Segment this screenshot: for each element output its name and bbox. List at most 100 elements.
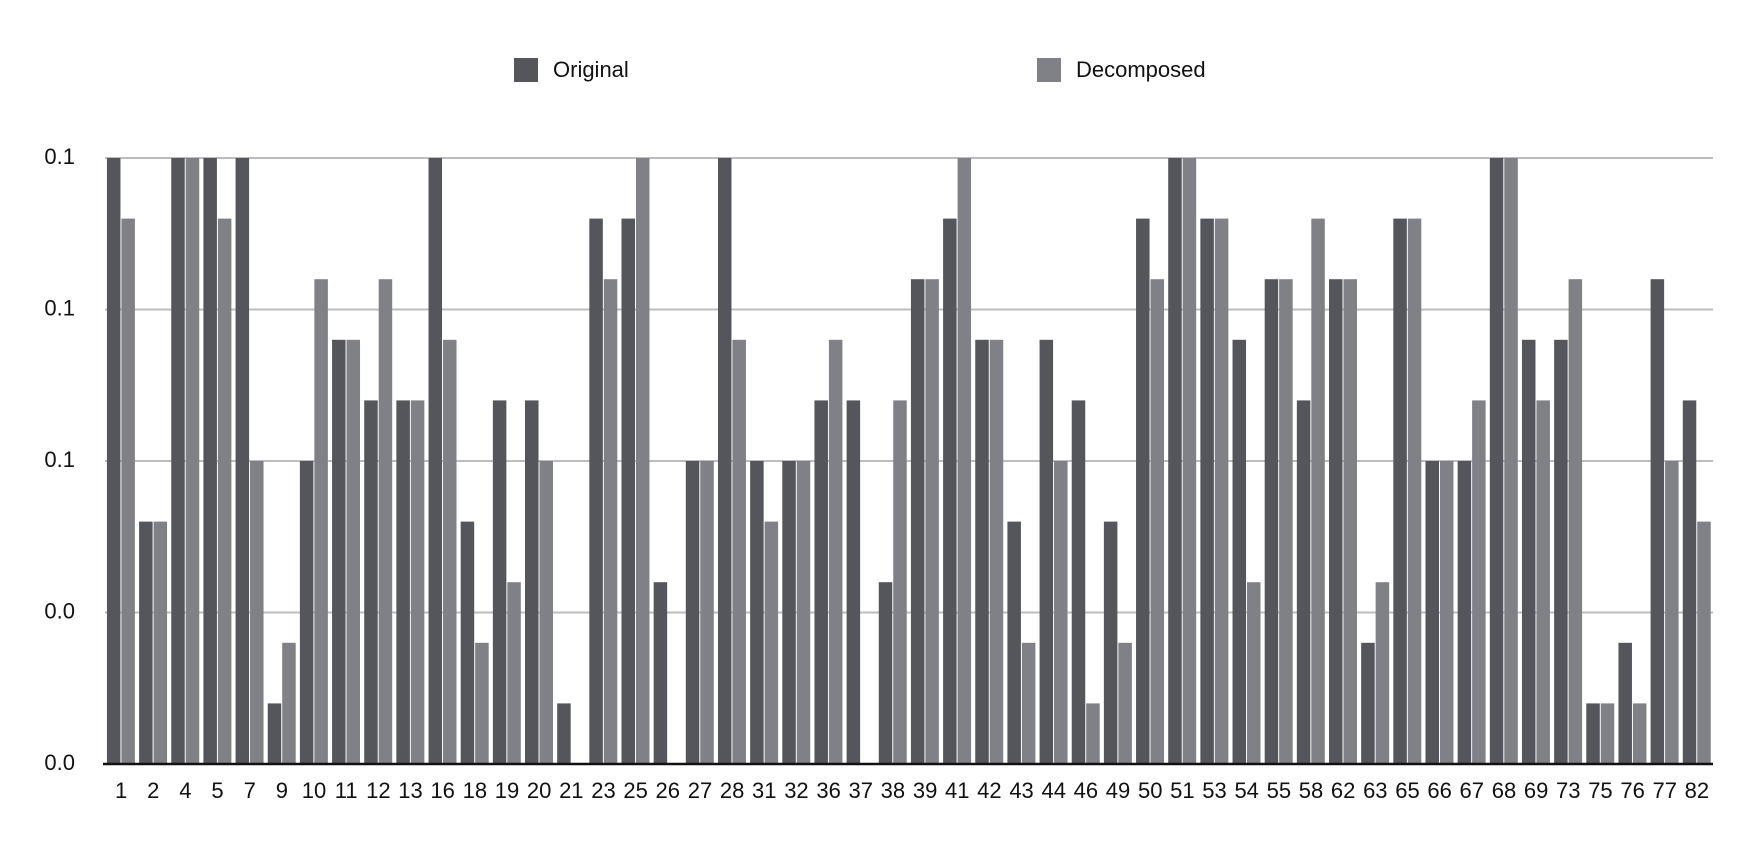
x-tick-label: 28 bbox=[720, 778, 744, 803]
bar bbox=[1232, 339, 1247, 764]
bar bbox=[235, 158, 250, 764]
x-tick-label: 63 bbox=[1363, 778, 1387, 803]
bar bbox=[314, 279, 328, 764]
x-tick-label: 41 bbox=[945, 778, 969, 803]
x-tick-label: 25 bbox=[623, 778, 647, 803]
bar bbox=[492, 400, 507, 764]
bar bbox=[750, 461, 764, 764]
bar bbox=[1007, 521, 1021, 764]
bar bbox=[1568, 279, 1583, 764]
x-tick-label: 20 bbox=[527, 778, 551, 803]
x-tick-label: 18 bbox=[463, 778, 487, 803]
bar bbox=[1136, 218, 1150, 765]
bar bbox=[603, 279, 618, 764]
x-tick-label: 1 bbox=[115, 778, 127, 803]
x-tick-label: 68 bbox=[1492, 778, 1516, 803]
bar bbox=[106, 158, 121, 764]
bar bbox=[1296, 400, 1311, 764]
x-tick-label: 32 bbox=[784, 778, 808, 803]
bar bbox=[557, 703, 571, 764]
bar bbox=[717, 158, 732, 764]
bar bbox=[1264, 279, 1279, 764]
x-tick-label: 76 bbox=[1620, 778, 1644, 803]
bar bbox=[764, 521, 779, 764]
x-tick-label: 9 bbox=[276, 778, 288, 803]
y-tick-label: 0.0 bbox=[44, 598, 75, 623]
bar bbox=[814, 400, 828, 764]
x-tick-label: 62 bbox=[1331, 778, 1355, 803]
x-tick-label: 50 bbox=[1138, 778, 1162, 803]
bar bbox=[700, 461, 714, 764]
x-tick-label: 49 bbox=[1106, 778, 1130, 803]
bar bbox=[878, 582, 893, 764]
x-tick-label: 37 bbox=[849, 778, 873, 803]
bar bbox=[1521, 339, 1536, 764]
x-tick-label: 46 bbox=[1074, 778, 1098, 803]
y-tick-label: 0.1 bbox=[44, 144, 75, 169]
bar bbox=[1118, 642, 1132, 764]
bar bbox=[1600, 703, 1615, 764]
x-tick-label: 44 bbox=[1041, 778, 1065, 803]
x-tick-label: 69 bbox=[1524, 778, 1548, 803]
bar bbox=[796, 461, 811, 764]
bar bbox=[910, 279, 925, 764]
bar bbox=[121, 218, 135, 765]
bar bbox=[1536, 400, 1550, 764]
bar bbox=[828, 339, 843, 764]
bar bbox=[635, 158, 650, 764]
legend-swatch bbox=[1037, 58, 1061, 82]
bar bbox=[217, 218, 232, 765]
bar bbox=[443, 339, 457, 764]
bar bbox=[153, 521, 168, 764]
x-tick-label: 38 bbox=[881, 778, 905, 803]
x-tick-label: 77 bbox=[1653, 778, 1677, 803]
bar bbox=[1665, 461, 1679, 764]
x-tick-label: 54 bbox=[1234, 778, 1258, 803]
x-tick-label: 26 bbox=[656, 778, 680, 803]
bar bbox=[1439, 461, 1454, 764]
x-tick-label: 27 bbox=[688, 778, 712, 803]
x-tick-label: 11 bbox=[335, 778, 358, 803]
bar bbox=[460, 521, 475, 764]
bar bbox=[1168, 158, 1182, 764]
bar bbox=[282, 642, 296, 764]
bar bbox=[1150, 279, 1165, 764]
x-tick-label: 2 bbox=[147, 778, 159, 803]
x-tick-label: 66 bbox=[1427, 778, 1451, 803]
x-tick-label: 43 bbox=[1009, 778, 1033, 803]
y-tick-label: 0.0 bbox=[44, 750, 75, 775]
bar bbox=[185, 158, 200, 764]
x-tick-label: 19 bbox=[495, 778, 519, 803]
x-tick-label: 31 bbox=[752, 778, 776, 803]
x-tick-label: 23 bbox=[591, 778, 615, 803]
bar bbox=[267, 703, 282, 764]
legend-label: Decomposed bbox=[1076, 57, 1206, 82]
x-tick-label: 12 bbox=[366, 778, 390, 803]
bar bbox=[1586, 703, 1600, 764]
bar bbox=[989, 339, 1004, 764]
bar bbox=[1489, 158, 1504, 764]
bar bbox=[1182, 158, 1197, 764]
x-tick-label: 65 bbox=[1395, 778, 1419, 803]
bar bbox=[139, 521, 153, 764]
bar bbox=[171, 158, 185, 764]
bar bbox=[1311, 218, 1325, 765]
bar bbox=[1472, 400, 1486, 764]
bar bbox=[332, 339, 346, 764]
x-tick-label: 67 bbox=[1460, 778, 1484, 803]
bar bbox=[1343, 279, 1357, 764]
bar bbox=[1086, 703, 1100, 764]
bar bbox=[410, 400, 425, 764]
bar bbox=[525, 400, 539, 764]
x-tick-label: 42 bbox=[977, 778, 1001, 803]
bar bbox=[364, 400, 378, 764]
bar bbox=[975, 339, 989, 764]
bar bbox=[1650, 279, 1665, 764]
bar bbox=[589, 218, 603, 765]
y-tick-label: 0.1 bbox=[44, 447, 75, 472]
bar bbox=[1200, 218, 1214, 765]
bar bbox=[1279, 279, 1293, 764]
bar bbox=[428, 158, 443, 764]
bar bbox=[539, 461, 553, 764]
